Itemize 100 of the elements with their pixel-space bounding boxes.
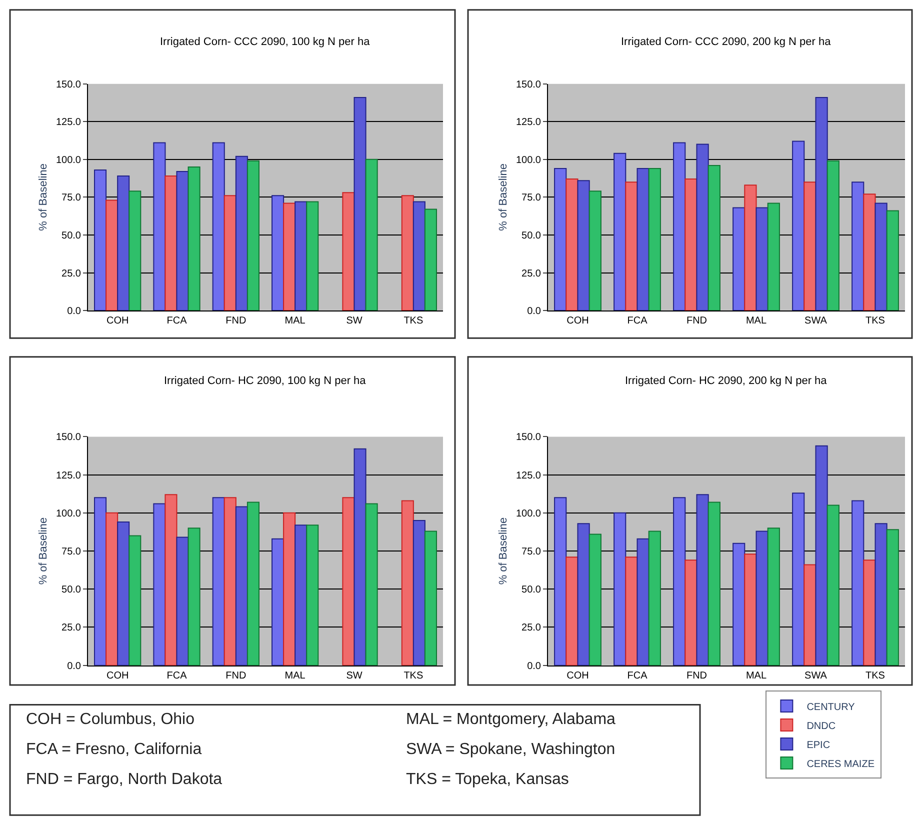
legend-label: CERES MAIZE (806, 758, 875, 770)
x-tick-label: FND (686, 316, 708, 327)
bar (815, 96, 828, 311)
bar (246, 502, 260, 666)
bar (648, 168, 661, 311)
y-axis-title: % of Baseline (498, 164, 510, 231)
bar (874, 523, 888, 666)
x-tick-label: MAL (284, 316, 306, 327)
bar (94, 169, 107, 311)
bar (128, 535, 142, 666)
y-tick-label: 125.0 (56, 470, 82, 482)
bar (106, 512, 118, 666)
bar (153, 503, 166, 666)
y-tick-label: 100.0 (56, 154, 82, 166)
text: SWA = Spokane, Washington (406, 741, 616, 758)
text: FCA = Fresno, California (26, 741, 202, 758)
bar (708, 164, 720, 311)
x-tick-label: TKS (866, 670, 886, 682)
legend-label: DNDC (806, 720, 836, 732)
bar (283, 512, 296, 666)
x-tick-label: FND (226, 316, 246, 327)
bar (246, 160, 260, 311)
bar (176, 536, 189, 666)
bar (401, 195, 414, 311)
y-tick-label: 125.0 (56, 117, 82, 128)
bar (566, 178, 578, 311)
bar (636, 538, 650, 666)
x-tick-label: TKS (866, 316, 886, 327)
x-tick-label: SW (346, 670, 363, 682)
bar (792, 140, 805, 311)
text: COH = Columbus, Ohio (26, 711, 195, 728)
bar (272, 195, 284, 311)
bar (566, 556, 578, 666)
bar (815, 445, 828, 666)
x-tick-label: TKS (404, 670, 424, 682)
chart-title: Irrigated Corn- HC 2090, 100 kg N per ha (164, 375, 367, 387)
bar (128, 190, 142, 311)
bar (424, 530, 437, 666)
y-axis-title: % of Baseline (38, 517, 50, 585)
bar (732, 207, 746, 311)
bar (826, 160, 840, 311)
y-tick-label: 75.0 (522, 192, 542, 204)
x-tick-label: FCA (627, 316, 648, 327)
bar (625, 556, 638, 666)
legend-label: CENTURY (806, 702, 856, 713)
bar (732, 542, 746, 666)
bar (354, 96, 366, 311)
bar (554, 497, 567, 666)
bar (294, 524, 308, 666)
bar (294, 201, 308, 311)
y-tick-label: 0.0 (67, 660, 82, 672)
x-tick-label: TKS (404, 316, 424, 327)
bar (106, 200, 118, 311)
y-tick-label: 125.0 (516, 470, 542, 482)
bar (412, 520, 426, 666)
bar (424, 208, 437, 311)
x-tick-label: FCA (166, 670, 188, 682)
bar (804, 564, 816, 666)
x-tick-label: FCA (166, 316, 188, 327)
bar (673, 142, 686, 311)
x-tick-label: MAL (284, 670, 306, 682)
bar (756, 530, 768, 666)
bar (684, 560, 698, 666)
bar (306, 201, 319, 311)
x-tick-label: COH (566, 670, 589, 682)
y-tick-label: 25.0 (62, 622, 82, 634)
y-tick-label: 75.0 (62, 546, 82, 558)
bar (235, 506, 248, 666)
bar (804, 182, 816, 311)
bar (767, 202, 780, 311)
bar (224, 497, 236, 666)
bar (826, 504, 840, 666)
bar (117, 176, 130, 311)
y-tick-label: 100.0 (516, 508, 542, 520)
x-tick-label: MAL (746, 316, 767, 327)
bar (744, 184, 757, 311)
x-tick-label: FCA (627, 670, 648, 682)
y-tick-label: 25.0 (522, 268, 542, 280)
bar (614, 512, 626, 666)
bar (577, 523, 590, 666)
bar (625, 182, 638, 311)
x-tick-label: MAL (746, 670, 767, 682)
bar (863, 194, 876, 311)
bar (342, 192, 355, 311)
bar (756, 207, 768, 311)
bar (588, 534, 602, 666)
bar (176, 171, 189, 311)
y-tick-label: 75.0 (62, 192, 82, 204)
bar (886, 529, 899, 666)
y-tick-label: 50.0 (62, 584, 82, 596)
y-tick-label: 0.0 (527, 660, 542, 672)
y-tick-label: 150.0 (56, 79, 82, 90)
y-tick-label: 50.0 (522, 584, 542, 596)
y-tick-label: 75.0 (522, 546, 542, 558)
x-tick-label: FND (686, 670, 708, 682)
bar (354, 448, 366, 666)
bar (235, 156, 248, 311)
text: TKS = Topeka, Kansas (406, 771, 569, 788)
chart-title: Irrigated Corn- CCC 2090, 200 kg N per ha (621, 36, 832, 48)
bar (306, 524, 319, 666)
